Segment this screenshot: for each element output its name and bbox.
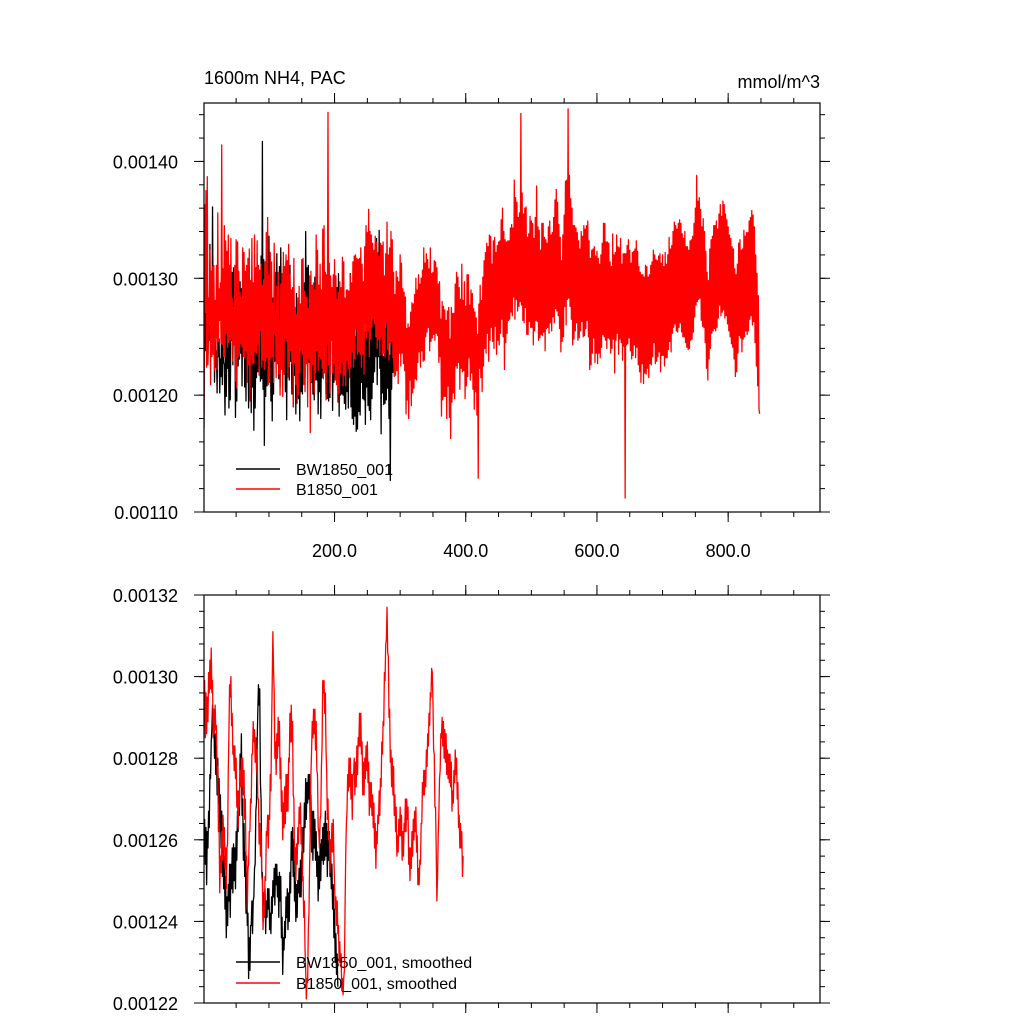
legend-label: B1850_001, smoothed bbox=[296, 976, 457, 993]
series-lines bbox=[204, 108, 761, 499]
tick-marks bbox=[194, 93, 830, 522]
x-tick-label: 200.0 bbox=[312, 541, 357, 561]
x-tick-label: 600.0 bbox=[574, 541, 619, 561]
bottom-panel: 0.00122 0.00124 0.00126 0.00128 0.00130 … bbox=[113, 585, 830, 1014]
y-tick-label: 0.00140 bbox=[113, 152, 178, 172]
series-lines bbox=[204, 606, 464, 1000]
legend: BW1850_001 B1850_001 bbox=[236, 462, 393, 499]
y-tick-label: 0.00128 bbox=[113, 749, 178, 769]
top-panel: 0.00110 0.00120 0.00130 0.00140 200.0 40… bbox=[113, 68, 830, 561]
series-line bbox=[204, 606, 464, 1000]
x-tick-label: 400.0 bbox=[443, 541, 488, 561]
y-tick-label: 0.00130 bbox=[113, 668, 178, 688]
y-tick-labels: 0.00122 0.00124 0.00126 0.00128 0.00130 … bbox=[113, 586, 178, 1014]
series-line bbox=[204, 140, 394, 482]
y-tick-label: 0.00120 bbox=[113, 386, 178, 406]
plot-frame bbox=[203, 594, 821, 1004]
y-tick-label: 0.00130 bbox=[113, 269, 178, 289]
y-tick-label: 0.00132 bbox=[113, 586, 178, 606]
legend-label: B1850_001 bbox=[296, 482, 378, 499]
y-tick-label: 0.00124 bbox=[113, 912, 178, 932]
legend: BW1850_001, smoothed B1850_001, smoothed bbox=[236, 955, 472, 993]
y-tick-labels: 0.00110 0.00120 0.00130 0.00140 bbox=[113, 152, 178, 523]
x-tick-label: 800.0 bbox=[706, 541, 751, 561]
chart-title: 1600m NH4, PAC bbox=[204, 68, 346, 88]
tick-marks bbox=[194, 585, 830, 1013]
legend-label: BW1850_001, smoothed bbox=[296, 955, 472, 972]
units-label: mmol/m^3 bbox=[738, 72, 820, 92]
plot-frame bbox=[203, 102, 821, 513]
y-tick-label: 0.00126 bbox=[113, 831, 178, 851]
y-tick-label: 0.00122 bbox=[113, 994, 178, 1014]
series-line bbox=[204, 108, 761, 499]
y-tick-label: 0.00110 bbox=[114, 503, 178, 523]
series-line bbox=[204, 684, 339, 987]
x-tick-labels: 200.0 400.0 600.0 800.0 bbox=[312, 541, 751, 561]
legend-label: BW1850_001 bbox=[296, 462, 393, 479]
